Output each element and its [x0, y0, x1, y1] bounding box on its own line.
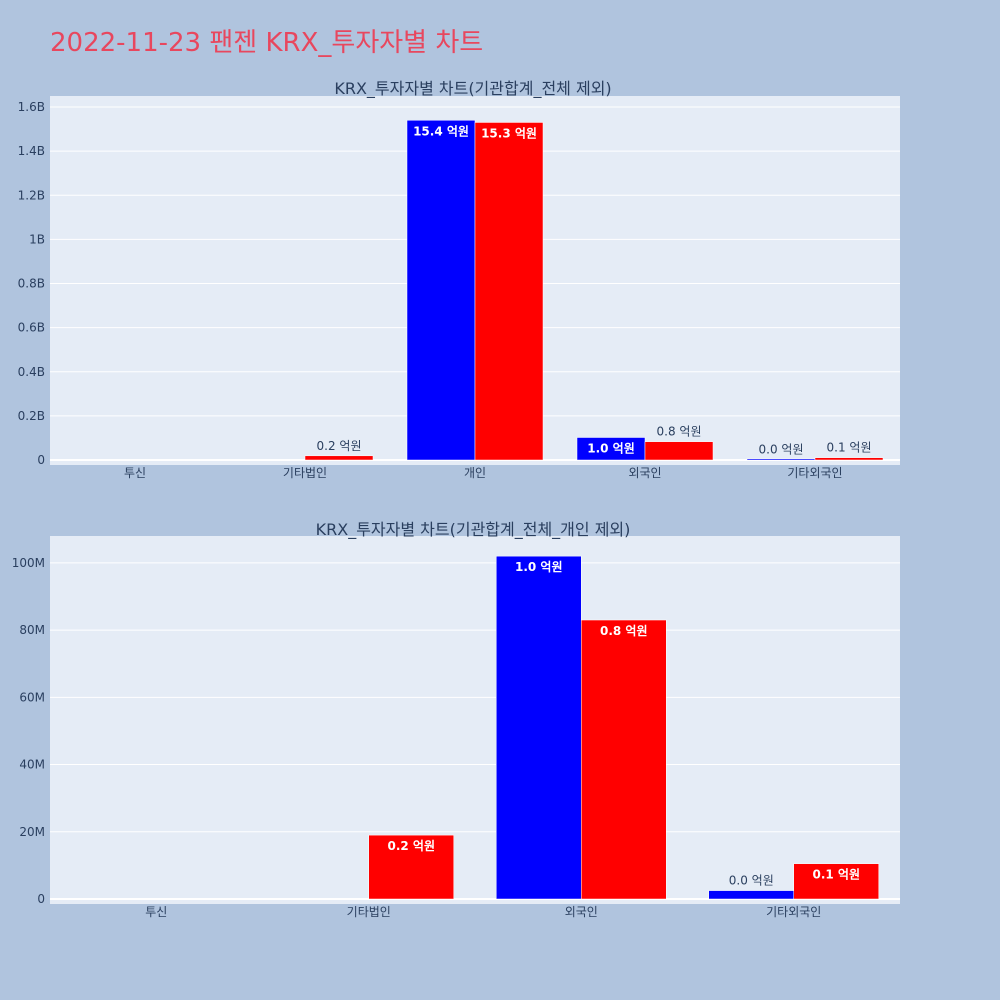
x-tick-label: 기타외국인 — [787, 466, 842, 480]
data-label: 1.0 억원 — [515, 560, 563, 574]
y-tick-label: 100M — [12, 556, 45, 570]
x-tick-label: 개인 — [464, 466, 486, 480]
y-tick-label: 1.4B — [18, 144, 45, 158]
data-label: 0.2 억원 — [317, 439, 362, 453]
data-label: 15.3 억원 — [481, 126, 537, 140]
page-title: 2022-11-23 팬젠 KRX_투자자별 차트 — [50, 28, 484, 58]
x-tick-label: 외국인 — [628, 466, 661, 480]
data-label: 0.1 억원 — [827, 441, 872, 455]
y-tick-label: 0 — [37, 453, 45, 467]
y-tick-label: 80M — [19, 623, 45, 637]
bar — [368, 834, 454, 900]
data-label: 0.1 억원 — [812, 868, 860, 882]
data-label: 0.8 억원 — [600, 624, 648, 638]
plot-area — [50, 536, 900, 904]
y-tick-label: 20M — [19, 825, 45, 839]
bar — [581, 619, 667, 900]
bar — [406, 120, 476, 461]
bar — [708, 890, 794, 900]
bar — [474, 122, 544, 461]
chart-title: KRX_투자자별 차트(기관합계_전체 제외) — [334, 79, 611, 99]
y-tick-label: 1.2B — [18, 188, 45, 202]
chart-2: KRX_투자자별 차트(기관합계_전체_개인 제외) 0 20M 40M 60M 80M 1… — [12, 520, 900, 919]
x-tick-label: 기타법인 — [347, 905, 391, 919]
x-tick-label: 투신 — [145, 905, 167, 919]
y-tick-label: 60M — [19, 690, 45, 704]
chart-title: KRX_투자자별 차트(기관합계_전체_개인 제외) — [316, 520, 631, 540]
data-label: 15.4 억원 — [413, 124, 469, 138]
x-tick-label: 투신 — [124, 466, 146, 480]
bar — [304, 455, 374, 461]
chart-1: KRX_투자자별 차트(기관합계_전체 제외) 0 0.2B 0.4B 0.6B 0.8B… — [18, 79, 900, 480]
x-tick-label: 기타외국인 — [766, 905, 821, 919]
bar — [644, 441, 714, 461]
bar — [746, 458, 816, 461]
y-tick-label: 0.8B — [18, 277, 45, 291]
x-tick-label: 기타법인 — [283, 466, 327, 480]
data-label: 0.0 억원 — [759, 442, 804, 456]
y-tick-label: 0.6B — [18, 321, 45, 335]
y-tick-label: 0 — [37, 892, 45, 906]
x-tick-label: 외국인 — [565, 905, 598, 919]
data-label: 1.0 억원 — [587, 441, 635, 455]
data-label: 0.0 억원 — [729, 874, 774, 888]
bar — [814, 457, 884, 461]
bar — [793, 863, 879, 900]
y-tick-label: 1.6B — [18, 100, 45, 114]
bar — [496, 555, 582, 900]
y-tick-label: 1B — [29, 232, 45, 246]
y-tick-label: 0.2B — [18, 409, 45, 423]
data-label: 0.2 억원 — [387, 839, 435, 853]
y-tick-label: 40M — [19, 758, 45, 772]
data-label: 0.8 억원 — [657, 425, 702, 439]
y-tick-label: 0.4B — [18, 365, 45, 379]
